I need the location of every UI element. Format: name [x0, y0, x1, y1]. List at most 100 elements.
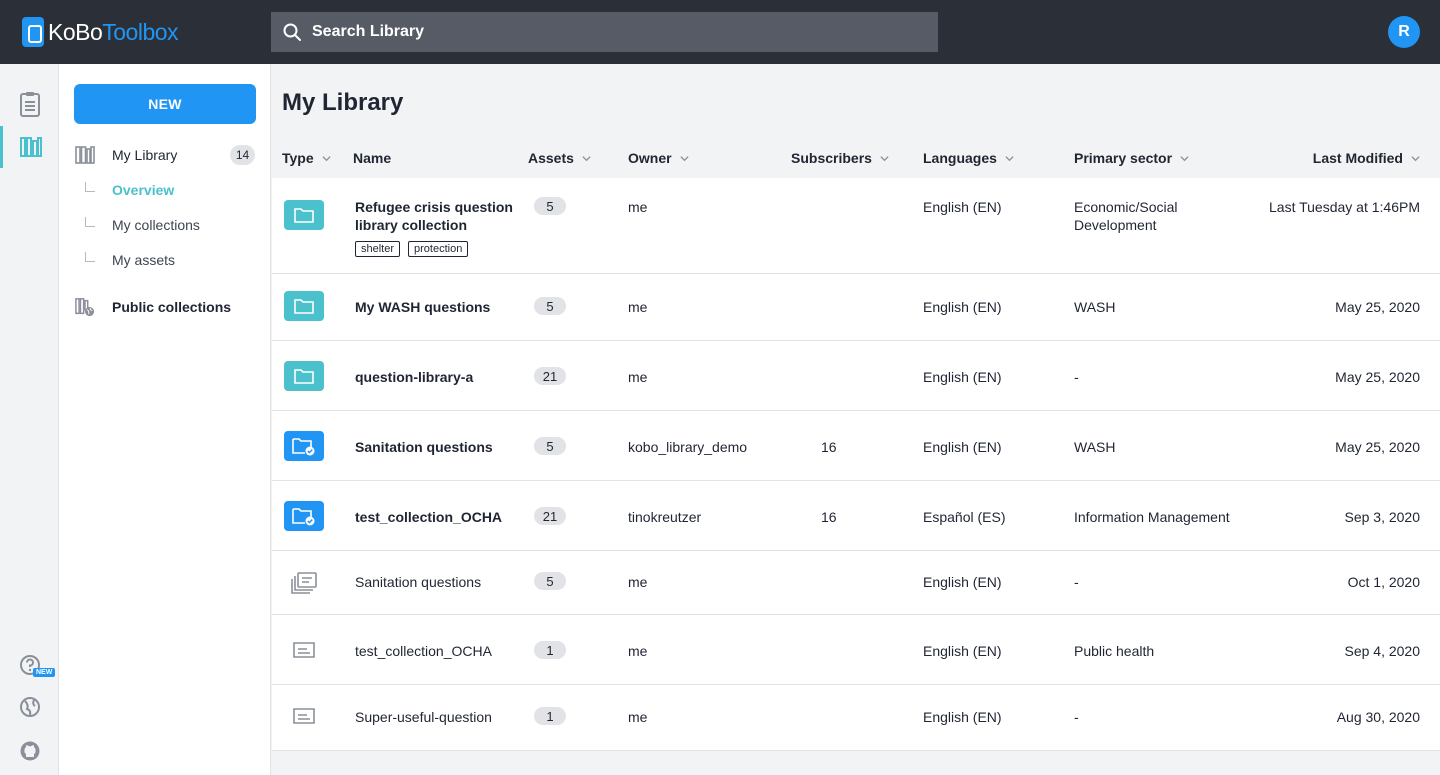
rail-github[interactable] [0, 730, 59, 772]
row-language: English (EN) [923, 299, 1002, 315]
column-header-owner[interactable]: Owner [628, 150, 689, 166]
row-name[interactable]: Sanitation questions [355, 439, 493, 455]
sidebar-subitem-overview[interactable]: Overview [85, 180, 174, 200]
main-content: My Library Type Name Assets Owner Subscr… [272, 64, 1440, 775]
row-language: English (EN) [923, 574, 1002, 590]
github-icon [20, 741, 39, 761]
page-title: My Library [282, 89, 404, 116]
library-icon [75, 146, 95, 164]
row-name[interactable]: test_collection_OCHA [355, 643, 492, 659]
column-header-label: Languages [923, 150, 997, 166]
question-icon [284, 635, 324, 665]
row-name[interactable]: Sanitation questions [355, 574, 482, 590]
sidebar: NEW My Library 14 Overview My collection… [59, 64, 271, 775]
column-header-label: Subscribers [791, 150, 872, 166]
column-header-subscribers[interactable]: Subscribers [791, 150, 889, 166]
rail-language[interactable] [0, 686, 59, 728]
subscribed-collection-icon [284, 501, 324, 531]
row-last-modified: Aug 30, 2020 [1336, 709, 1420, 725]
row-sector: Information Management [1074, 509, 1230, 525]
row-name[interactable]: test_collection_OCHA [355, 509, 503, 525]
row-name[interactable]: My WASH questions [355, 299, 491, 315]
column-header-label: Type [282, 150, 314, 166]
sidebar-subitem-my-collections[interactable]: My collections [85, 215, 200, 235]
top-bar: KoBoToolbox R [0, 0, 1440, 64]
sidebar-item-public-collections[interactable]: Public collections [75, 295, 231, 319]
column-header-assets[interactable]: Assets [528, 150, 591, 166]
icon-rail: NEW [0, 64, 59, 775]
globe-icon [19, 697, 40, 717]
tag: shelter [355, 241, 401, 257]
asset-count: 1 [534, 707, 566, 725]
row-sector: - [1074, 574, 1079, 590]
asset-count: 5 [534, 197, 566, 215]
column-header-name[interactable]: Name [353, 150, 391, 166]
row-sector: - [1074, 709, 1079, 725]
table-row[interactable]: Sanitation questions 5 kobo_library_demo… [272, 411, 1440, 481]
help-icon [19, 655, 40, 675]
asset-count: 21 [534, 367, 566, 385]
table-row[interactable]: Super-useful-question 1 me English (EN) … [272, 685, 1440, 751]
sidebar-item-my-library[interactable]: My Library [75, 143, 177, 167]
question-icon [284, 701, 324, 731]
row-name[interactable]: question-library-a [355, 369, 474, 385]
row-last-modified: May 25, 2020 [1335, 369, 1420, 385]
sidebar-subitem-my-assets[interactable]: My assets [85, 250, 175, 270]
column-header-label: Name [353, 150, 392, 166]
rail-projects[interactable] [0, 83, 59, 125]
new-button[interactable]: NEW [74, 84, 256, 124]
column-header-label: Owner [628, 150, 672, 166]
chevron-down-icon [680, 155, 689, 161]
block-icon [284, 568, 324, 598]
row-last-modified: Sep 3, 2020 [1344, 509, 1420, 525]
row-owner: tinokreutzer [628, 509, 702, 525]
column-header-type[interactable]: Type [282, 150, 331, 166]
chevron-down-icon [582, 155, 591, 161]
row-owner: me [628, 199, 648, 215]
tree-elbow-icon [85, 252, 95, 262]
kobotoolbox-logo[interactable]: KoBoToolbox [22, 17, 179, 47]
user-avatar[interactable]: R [1388, 16, 1420, 48]
tree-elbow-icon [85, 182, 95, 192]
new-badge: NEW [33, 668, 56, 677]
table-row[interactable]: Sanitation questions 5 me English (EN) -… [272, 551, 1440, 615]
column-header-label: Assets [528, 150, 574, 166]
table-row[interactable]: test_collection_OCHA 21 tinokreutzer 16 … [272, 481, 1440, 551]
row-language: English (EN) [923, 643, 1002, 659]
asset-count: 5 [534, 297, 566, 315]
search-input[interactable] [312, 12, 938, 52]
sidebar-subitem-label: Overview [112, 182, 175, 198]
row-name[interactable]: Refugee crisis question library collecti… [355, 199, 513, 233]
chevron-down-icon [1411, 155, 1420, 161]
row-last-modified: May 25, 2020 [1335, 439, 1420, 455]
logo-text-kobo: KoBo [48, 18, 103, 45]
row-name[interactable]: Super-useful-question [355, 709, 492, 725]
table-row[interactable]: My WASH questions 5 me English (EN) WASH… [272, 274, 1440, 341]
row-owner: me [628, 574, 648, 590]
subscribed-collection-icon [284, 431, 324, 461]
column-header-languages[interactable]: Languages [923, 150, 1014, 166]
rail-library[interactable] [0, 126, 59, 168]
chevron-down-icon [880, 155, 889, 161]
column-header-label: Primary sector [1074, 150, 1173, 166]
asset-count: 5 [534, 572, 566, 590]
sidebar-subitem-label: My collections [112, 217, 200, 233]
row-owner: me [628, 643, 648, 659]
row-owner: me [628, 709, 648, 725]
table-row[interactable]: test_collection_OCHA 1 me English (EN) P… [272, 615, 1440, 685]
row-last-modified: Oct 1, 2020 [1347, 574, 1420, 590]
library-table: Refugee crisis question library collecti… [272, 178, 1440, 751]
row-subscribers: 16 [821, 439, 837, 455]
column-header-last-modified[interactable]: Last Modified [1313, 150, 1420, 166]
tree-elbow-icon [85, 217, 95, 227]
tag: protection [408, 241, 469, 257]
column-header-primary-sector[interactable]: Primary sector [1074, 150, 1189, 166]
search-bar[interactable] [271, 12, 938, 52]
chevron-down-icon [322, 155, 331, 161]
row-sector: Public health [1074, 643, 1155, 659]
rail-help[interactable]: NEW [0, 644, 59, 686]
table-row[interactable]: Refugee crisis question library collecti… [272, 178, 1440, 274]
table-row[interactable]: question-library-a 21 me English (EN) - … [272, 341, 1440, 411]
row-language: English (EN) [923, 199, 1002, 215]
public-library-icon [75, 298, 95, 317]
